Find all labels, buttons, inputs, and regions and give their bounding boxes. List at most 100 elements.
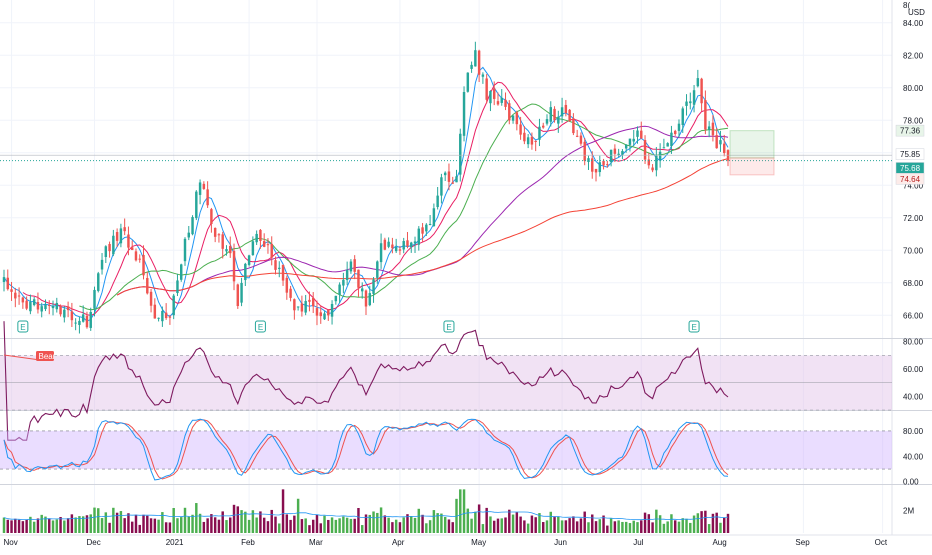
volume-bar: [330, 517, 334, 533]
volume-bar: [36, 518, 40, 533]
candle-body: [210, 209, 213, 224]
candle-body: [451, 182, 454, 184]
volume-bar: [259, 511, 262, 533]
earnings-icon: [688, 320, 700, 333]
candle-body: [538, 126, 541, 140]
volume-bar: [421, 514, 424, 533]
earnings-marker: E: [443, 320, 455, 333]
volume-bar: [715, 512, 718, 533]
candle-body: [187, 232, 190, 238]
candle-body: [14, 292, 17, 299]
candle-body: [357, 269, 360, 288]
candle-body: [692, 90, 696, 105]
moving-average-line: [116, 158, 729, 296]
moving-average-line: [79, 103, 729, 311]
candle-body: [164, 312, 168, 319]
price-tick-label: 78.00: [903, 116, 924, 125]
price-badge-text: 75.68: [900, 164, 921, 173]
candle-body: [432, 208, 436, 227]
candle-body: [557, 116, 560, 124]
candle-body: [93, 289, 96, 309]
time-tick-label: Oct: [875, 538, 888, 547]
moving-average-line: [22, 81, 729, 316]
candle-body: [78, 320, 81, 325]
candle-body: [278, 267, 281, 269]
price-badge-box: [895, 148, 925, 160]
volume-bar: [308, 525, 311, 533]
candle-body: [598, 162, 602, 173]
volume-bar: [244, 511, 247, 533]
volume-bar: [413, 517, 417, 533]
volume-bar: [621, 521, 624, 533]
candle-body: [504, 99, 507, 107]
candle-body: [526, 137, 530, 145]
candle-body: [25, 300, 28, 309]
volume-bar: [613, 521, 617, 533]
volume-bar: [583, 511, 586, 533]
volume-bar: [707, 524, 711, 533]
volume-bar: [575, 521, 579, 533]
volume-bar: [440, 513, 443, 533]
candle-body: [421, 227, 424, 234]
price-badge: 77.36: [895, 124, 925, 137]
volume-bar: [97, 508, 100, 533]
price-tick-label: 70.00: [903, 246, 924, 255]
volume-bar: [681, 518, 684, 533]
candle-body: [583, 141, 586, 161]
volume-bar: [443, 516, 447, 533]
volume-bar: [180, 517, 183, 533]
candle-body: [474, 50, 477, 67]
volume-bar: [572, 516, 575, 533]
price-badge-box: [895, 173, 925, 185]
volume-bar: [361, 525, 364, 533]
earnings-label: E: [446, 323, 451, 332]
candle-body: [459, 133, 462, 175]
candle-body: [489, 91, 492, 104]
candle-body: [308, 299, 311, 302]
volume-bar: [568, 518, 571, 533]
price-tick-label: 80.00: [903, 84, 924, 93]
candle-body: [364, 290, 368, 307]
candle-body: [707, 126, 711, 130]
volume-bar: [673, 520, 677, 533]
volume-bar: [195, 503, 198, 533]
volume-bar: [549, 511, 552, 533]
candle-body: [587, 158, 590, 162]
volume-bar: [134, 514, 138, 533]
candle-body: [417, 228, 421, 245]
volume-bar: [368, 514, 371, 533]
volume-bar: [127, 513, 130, 533]
candle-body: [636, 130, 639, 137]
candle-body: [492, 88, 496, 99]
volume-bar: [530, 515, 534, 533]
volume-bar: [10, 520, 13, 533]
volume-bar: [85, 515, 89, 533]
volume-bar: [319, 523, 322, 533]
candle-body: [447, 171, 451, 182]
stochastic-k-line: [3, 418, 729, 481]
candle-body: [383, 239, 387, 250]
time-tick-label: Aug: [712, 538, 726, 547]
candle-body: [323, 313, 326, 320]
candle-body: [157, 317, 160, 319]
volume-bar: [229, 517, 232, 533]
volume-bar: [387, 517, 390, 533]
candle-body: [496, 101, 500, 105]
time-tick-label: Jul: [633, 538, 643, 547]
candle-body: [542, 125, 545, 128]
candle-body: [198, 182, 202, 195]
candle-body: [345, 269, 349, 281]
volume-bar: [315, 514, 319, 533]
candle-body: [462, 92, 466, 136]
candle-body: [523, 132, 526, 142]
volume-bar: [519, 516, 522, 533]
candle-body: [564, 104, 568, 113]
rsi-tick-label: 80.00: [903, 338, 924, 347]
stochastic-tick-label: 0.00: [903, 478, 919, 487]
candle-body: [270, 243, 273, 258]
price-tick-label: 74.00: [903, 181, 924, 190]
volume-bar: [81, 516, 85, 533]
volume-bar: [304, 518, 307, 533]
candle-body: [10, 289, 13, 292]
